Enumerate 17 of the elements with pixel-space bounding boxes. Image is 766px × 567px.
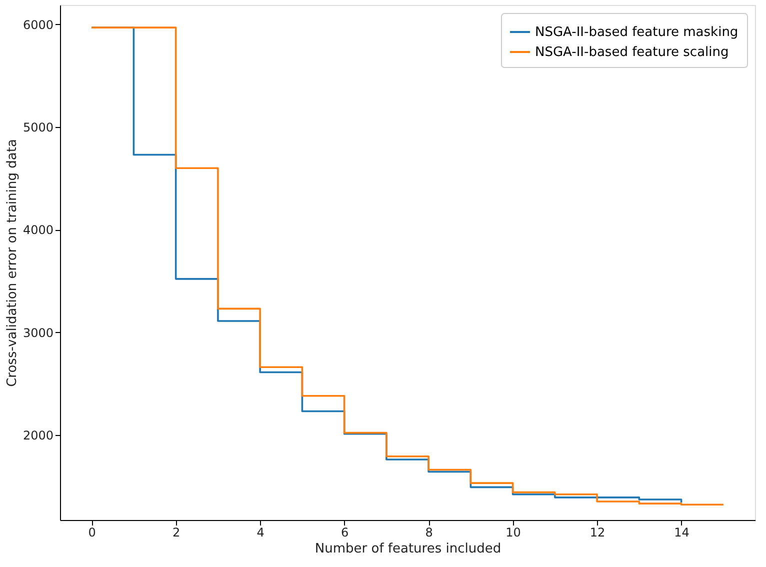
- y-tick-label: 4000: [22, 223, 54, 238]
- x-tick-label: 10: [506, 526, 521, 540]
- x-tick-label: 8: [425, 526, 433, 540]
- x-tick-label: 12: [590, 526, 606, 540]
- x-tick-label: 0: [88, 526, 96, 540]
- x-axis-title: Number of features included: [314, 542, 502, 556]
- x-tick-label: 2: [172, 526, 180, 540]
- y-tick-label: 5000: [22, 120, 54, 135]
- y-tick-label: 6000: [22, 18, 54, 32]
- y-tick-label: 2000: [22, 428, 54, 442]
- x-tick-label: 6: [341, 526, 349, 540]
- y-tick-label: 3000: [22, 326, 54, 340]
- legend-label: NSGA-II-based feature masking: [535, 25, 738, 40]
- y-axis-title: Cross-validation error on training data: [4, 139, 20, 387]
- x-tick-label: 4: [256, 526, 264, 540]
- x-tick-label: 14: [674, 526, 690, 540]
- legend-label: NSGA-II-based feature scaling: [535, 45, 729, 60]
